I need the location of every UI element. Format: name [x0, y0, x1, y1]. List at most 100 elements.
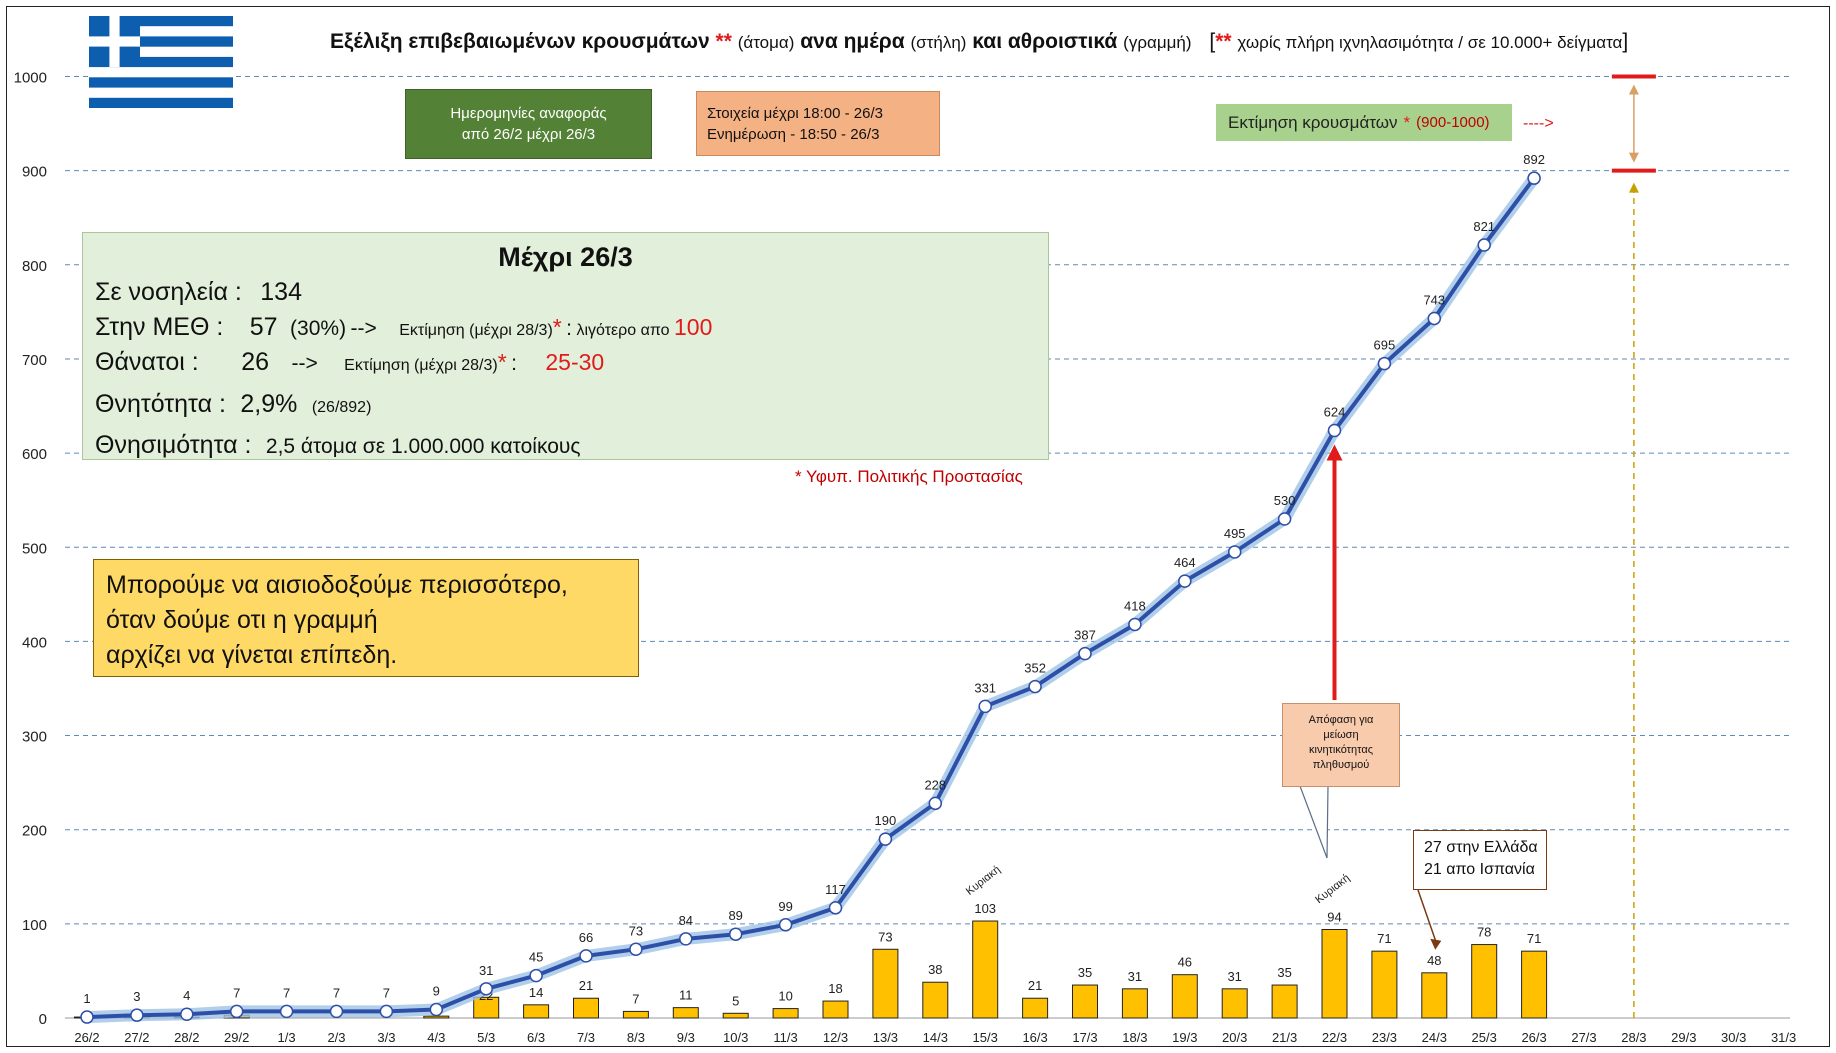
- y-tick-label: 1000: [14, 70, 47, 87]
- stats-deaths-row: Θάνατοι : 26 --> Εκτίμηση (μέχρι 28/3)* …: [95, 348, 604, 377]
- callout-line-2: μείωση: [1323, 729, 1359, 741]
- cumulative-point: [1527, 171, 1541, 185]
- spain-note-arrow: [1417, 889, 1438, 944]
- cumulative-value-label: 7: [333, 985, 340, 1000]
- title-part-6: (γραμμή): [1123, 33, 1192, 52]
- cumulative-point: [279, 1004, 294, 1019]
- callout-line-4: πληθυσμού: [1312, 759, 1370, 771]
- cumulative-value-label: 387: [1074, 628, 1096, 643]
- cumulative-value-label: 84: [679, 913, 693, 928]
- cumulative-value-label: 31: [479, 963, 493, 978]
- icu-percent: (30%): [290, 317, 347, 340]
- icu-arrow: -->: [350, 317, 377, 340]
- title-stars-2: **: [1215, 30, 1232, 53]
- cumulative-point: [978, 699, 992, 714]
- spain-note-line-2: 21 απο Ισπανία: [1424, 861, 1535, 878]
- y-tick-label: 400: [22, 634, 47, 651]
- bar-daily-cases: [1072, 984, 1098, 1019]
- bar-value-label: 5: [732, 993, 739, 1008]
- x-tick-label: 2/3: [327, 1030, 345, 1045]
- x-tick-label: 9/3: [677, 1030, 695, 1045]
- x-tick-label: 13/3: [873, 1030, 898, 1045]
- x-tick-label: 25/3: [1472, 1030, 1497, 1045]
- cumulative-point: [728, 927, 743, 941]
- spain-note-line-1: 27 στην Ελλάδα: [1424, 839, 1538, 856]
- cumulative-value-label: 892: [1523, 152, 1545, 167]
- x-tick-label: 18/3: [1122, 1030, 1147, 1045]
- callout-line-3: κινητικότητας: [1309, 744, 1373, 756]
- x-tick-label: 22/3: [1322, 1030, 1347, 1045]
- cumulative-point: [429, 1002, 444, 1017]
- deaths-value: 26: [241, 348, 269, 376]
- x-tick-label: 29/2: [224, 1030, 249, 1045]
- mobility-decision-callout: Απόφαση για μείωση κινητικότητας πληθυσμ…: [1282, 703, 1400, 787]
- bar-value-label: 31: [1227, 969, 1241, 984]
- x-tick-label: 8/3: [627, 1030, 645, 1045]
- x-tick-label: 10/3: [723, 1030, 748, 1045]
- x-tick-label: 1/3: [278, 1030, 296, 1045]
- cumulative-point: [1178, 574, 1192, 588]
- cumulative-point: [1227, 545, 1242, 559]
- bar-value-label: 94: [1327, 909, 1341, 924]
- greek-flag-icon: [89, 16, 233, 108]
- icu-label: Στην ΜΕΘ :: [95, 313, 224, 341]
- bar-daily-cases: [1121, 988, 1148, 1019]
- y-tick-label: 300: [22, 729, 47, 746]
- bar-value-label: 71: [1377, 931, 1391, 946]
- x-tick-label: 16/3: [1022, 1030, 1047, 1045]
- cumulative-value-label: 418: [1124, 598, 1146, 613]
- flattening-note-line-1: Μπορούμε να αισιοδοξούμε περισσότερο,: [106, 571, 568, 599]
- arrowhead-icon: [1326, 444, 1343, 461]
- title-part-2: (άτομα): [737, 33, 795, 52]
- title-part-5: και αθροιστικά: [972, 30, 1118, 53]
- bar-daily-cases: [822, 1000, 849, 1019]
- cfr-label: Θνητότητα :: [95, 390, 226, 418]
- x-tick-label: 20/3: [1222, 1030, 1247, 1045]
- case-estimate-box: Εκτίμηση κρουσμάτων * (900-1000): [1216, 104, 1512, 141]
- cumulative-value-label: 45: [529, 950, 543, 965]
- deaths-estimate-colon: :: [511, 352, 517, 375]
- cumulative-point: [229, 1004, 244, 1019]
- y-tick-label: 0: [39, 1011, 47, 1028]
- cumulative-value-label: 530: [1274, 493, 1296, 508]
- cumulative-point: [479, 982, 493, 996]
- bar-value-label: 10: [778, 989, 792, 1004]
- cfr-detail: (26/892): [311, 399, 372, 416]
- title-part-3: ανα ημέρα: [800, 30, 905, 53]
- case-estimate-range: (900-1000): [1416, 114, 1490, 131]
- bar-daily-cases: [573, 997, 599, 1019]
- update-info-box: Στοιχεία μέχρι 18:00 - 26/3 Ενημέρωση - …: [696, 91, 940, 156]
- x-tick-label: 21/3: [1272, 1030, 1297, 1045]
- bar-value-label: 103: [974, 901, 996, 916]
- bar-value-label: 21: [1028, 978, 1042, 993]
- bar-value-label: 31: [1128, 969, 1142, 984]
- x-tick-label: 26/3: [1521, 1030, 1546, 1045]
- case-estimate-arrow: ---->: [1523, 115, 1554, 132]
- bar-daily-cases: [722, 1012, 749, 1019]
- x-tick-label: 7/3: [577, 1030, 595, 1045]
- case-estimate-star: *: [1403, 112, 1411, 132]
- cumulative-point: [878, 832, 893, 846]
- cumulative-point: [828, 901, 843, 915]
- callout-line-1: Απόφαση για: [1308, 714, 1374, 726]
- icu-estimate-colon: :: [566, 317, 573, 340]
- bar-value-label: 14: [529, 985, 543, 1000]
- cumulative-value-label: 464: [1174, 555, 1196, 570]
- bar-daily-cases: [473, 996, 500, 1019]
- x-tick-label: 12/3: [823, 1030, 848, 1045]
- bar-value-label: 48: [1427, 953, 1441, 968]
- icu-value: 57: [249, 313, 278, 341]
- cumulative-value-label: 743: [1423, 292, 1445, 307]
- cumulative-value-label: 695: [1374, 338, 1396, 353]
- bar-daily-cases: [1371, 950, 1398, 1019]
- bar-daily-cases: [672, 1007, 699, 1019]
- x-tick-label: 19/3: [1172, 1030, 1197, 1045]
- y-tick-label: 900: [22, 164, 47, 181]
- cumulative-point: [1427, 311, 1442, 326]
- cumulative-point: [679, 932, 693, 946]
- arrowhead-icon: [1430, 938, 1442, 950]
- cumulative-value-label: 9: [433, 984, 440, 999]
- x-tick-label: 3/3: [377, 1030, 395, 1045]
- bar-daily-cases: [922, 981, 949, 1019]
